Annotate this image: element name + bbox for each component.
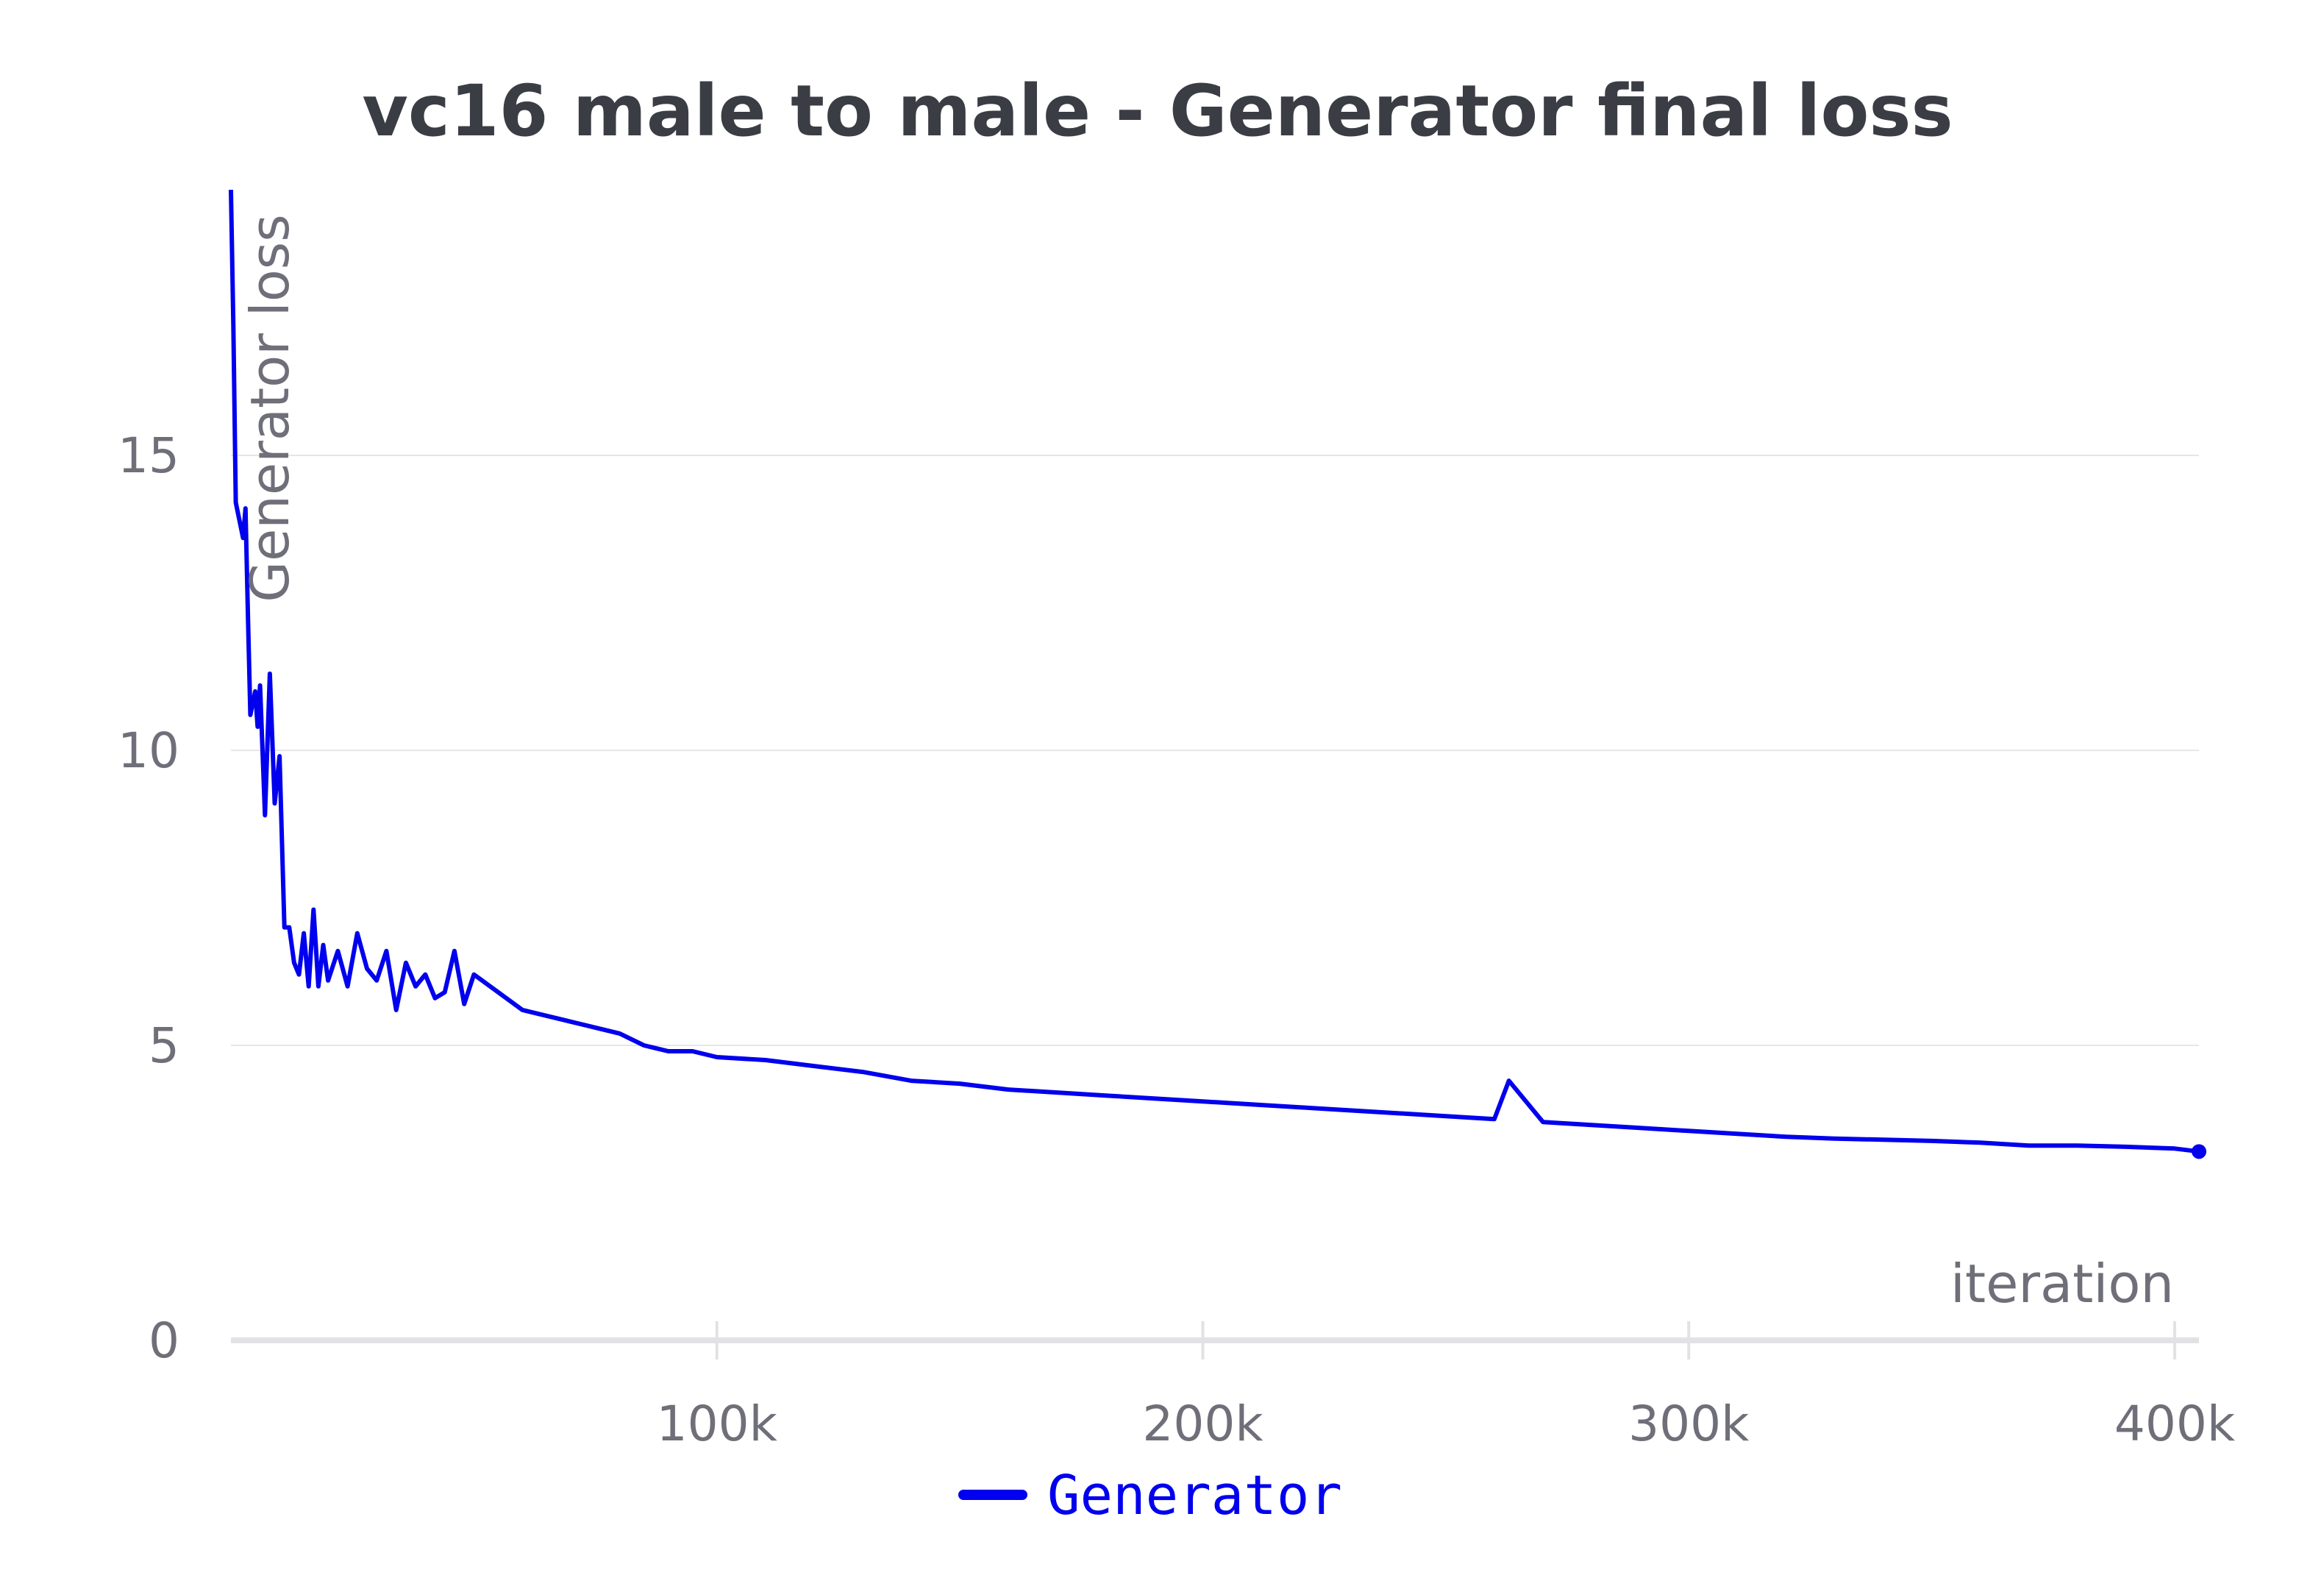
x-tick-labels: 100k 200k 300k 400k [657, 1396, 2236, 1452]
y-tick-label: 0 [149, 1312, 179, 1369]
x-tick-label: 300k [1628, 1396, 1750, 1452]
legend-label-generator: Generator [1047, 1464, 1342, 1527]
y-tick-labels: 0 5 10 15 [118, 427, 179, 1369]
legend[interactable]: Generator [958, 1464, 1342, 1527]
y-tick-label: 10 [118, 722, 179, 779]
series-endpoint-marker [2192, 1144, 2206, 1159]
series-layer [229, 189, 2206, 1159]
x-tick-label: 400k [2114, 1396, 2236, 1452]
x-axis-label: iteration [1950, 1253, 2174, 1315]
chart-title: vc16 male to male - Generator final loss [362, 70, 1953, 152]
x-tick-label: 100k [657, 1396, 778, 1452]
series-line-generator [229, 189, 2200, 1154]
grid-lines [231, 454, 2199, 1046]
y-tick-label: 5 [149, 1017, 179, 1074]
y-tick-label: 15 [118, 427, 179, 484]
y-axis-label: Generator loss [239, 214, 301, 602]
x-tick-label: 200k [1142, 1396, 1263, 1452]
x-axis [231, 1321, 2199, 1359]
